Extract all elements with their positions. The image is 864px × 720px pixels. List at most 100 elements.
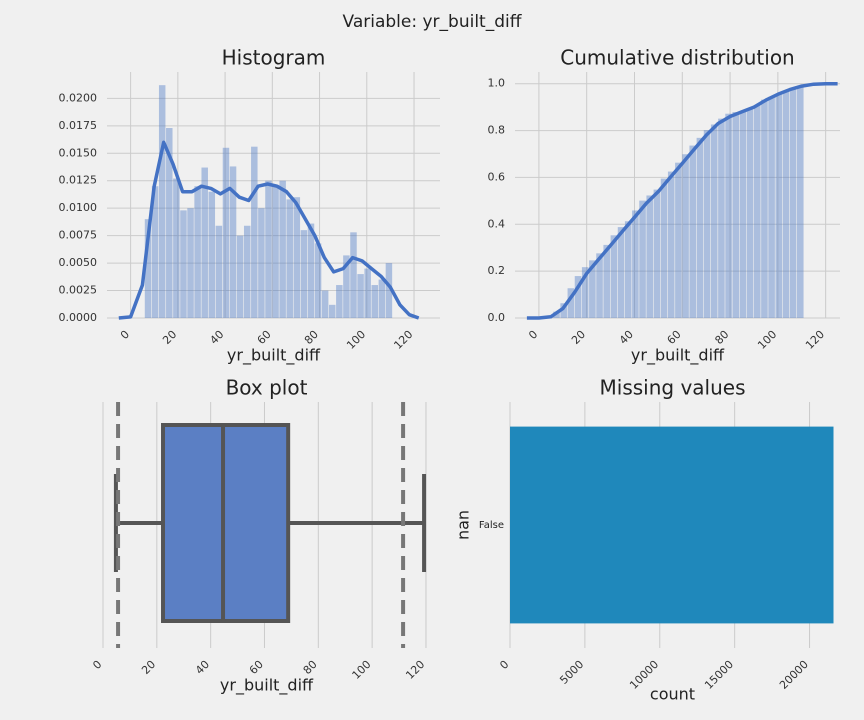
bar (357, 274, 364, 318)
bar (746, 109, 754, 318)
y-tick-label: 0.4 (488, 217, 506, 230)
y-tick-label: 0.0000 (59, 311, 98, 324)
bar (610, 235, 618, 318)
bar (300, 230, 308, 318)
bar (243, 225, 251, 318)
y-tick-label: False (479, 520, 504, 531)
bar (718, 118, 725, 318)
y-tick-label: 0.2 (488, 264, 506, 277)
bar (761, 99, 768, 318)
bar (510, 426, 834, 624)
bar (739, 111, 747, 318)
bar (796, 85, 804, 319)
bar (279, 180, 286, 318)
bar (293, 197, 301, 318)
bar (180, 210, 187, 318)
x-axis-label: yr_built_diff (227, 346, 321, 366)
bar (682, 154, 689, 318)
bar (768, 96, 775, 318)
bar (187, 208, 194, 318)
bar (385, 263, 393, 318)
bar (343, 255, 350, 318)
bar (596, 253, 603, 318)
bar (589, 260, 596, 318)
bar (567, 288, 575, 318)
bar (725, 113, 732, 319)
bar (321, 290, 329, 318)
bar (336, 285, 343, 318)
y-tick-label: 0.0125 (59, 174, 98, 187)
bar (581, 267, 589, 318)
bar (639, 200, 646, 318)
bar (732, 112, 740, 318)
box (161, 423, 291, 623)
bar (789, 89, 797, 318)
bar (151, 186, 159, 318)
x-axis-label: yr_built_diff (220, 676, 314, 696)
chart-title: Histogram (222, 46, 326, 70)
y-tick-label: 0.0150 (59, 146, 98, 159)
bar (286, 199, 293, 318)
figure-title: Variable: yr_built_diff (343, 12, 523, 32)
bar (675, 162, 682, 318)
bar (710, 124, 718, 318)
chart-title: Cumulative distribution (560, 46, 794, 70)
chart-title: Missing values (600, 376, 746, 400)
y-tick-label: 0.0050 (59, 256, 98, 269)
bar (272, 186, 279, 318)
y-tick-label: 1.0 (488, 77, 506, 90)
bar (258, 208, 265, 318)
bar (632, 210, 639, 318)
y-tick-label: 0.0100 (59, 201, 98, 214)
bar (560, 303, 567, 318)
chart-title: Box plot (226, 376, 308, 400)
bar (166, 128, 173, 318)
bar (624, 221, 632, 318)
bar (222, 147, 230, 318)
bar (689, 145, 697, 318)
bar (696, 137, 704, 318)
bar (617, 227, 625, 318)
bar (653, 189, 661, 318)
bar (378, 279, 386, 318)
x-axis-label: count (650, 685, 695, 704)
bar (603, 244, 610, 318)
bar (329, 304, 336, 318)
bar (251, 146, 258, 318)
bar (265, 180, 272, 318)
bar (667, 171, 675, 318)
bar (173, 178, 180, 318)
bar (229, 166, 237, 318)
bar (144, 219, 152, 318)
bar (782, 91, 790, 319)
y-tick-label: 0.8 (488, 124, 506, 137)
bar (158, 85, 166, 318)
bar (775, 93, 783, 318)
bar (236, 235, 244, 318)
y-tick-label: 0.0 (488, 311, 506, 324)
bar (371, 285, 378, 318)
bar (314, 243, 322, 318)
bar (208, 191, 216, 318)
bar (364, 268, 371, 318)
bar (703, 130, 711, 318)
y-tick-label: 0.6 (488, 170, 506, 183)
x-axis-label: yr_built_diff (631, 346, 725, 366)
bar (660, 178, 668, 318)
bar (753, 105, 761, 318)
density-line (118, 140, 420, 320)
bar (194, 186, 201, 318)
bar (307, 223, 315, 318)
y-tick-label: 0.0075 (59, 229, 98, 242)
bar (201, 167, 208, 318)
density-line (526, 81, 838, 320)
y-tick-label: 0.0025 (59, 284, 98, 297)
bar (574, 276, 582, 318)
y-axis-label: nan (454, 510, 473, 540)
bar (215, 225, 223, 318)
bar (646, 195, 654, 318)
bar (350, 232, 357, 318)
y-tick-label: 0.0200 (59, 91, 98, 104)
